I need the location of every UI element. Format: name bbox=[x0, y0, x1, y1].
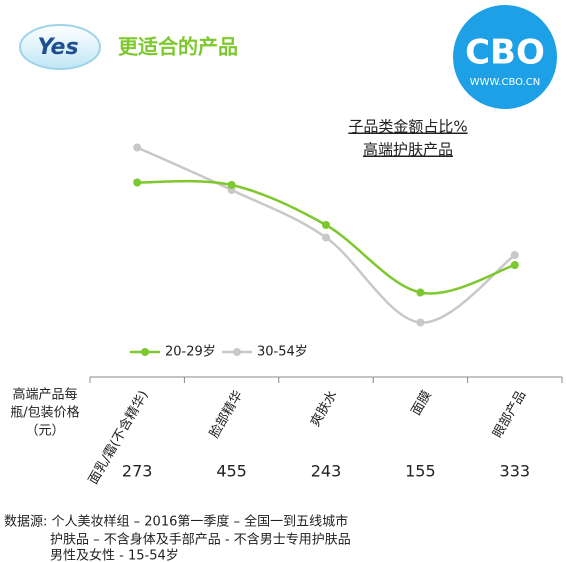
logo: CBO bbox=[465, 33, 545, 73]
footnote: 男性及女性 - 15-54岁 bbox=[50, 548, 179, 562]
legend-label: 20-29岁 bbox=[165, 345, 216, 360]
point bbox=[322, 233, 330, 242]
row-label: 高端产品每 bbox=[12, 387, 77, 403]
price: 455 bbox=[216, 462, 247, 481]
badge-shape bbox=[19, 24, 101, 70]
badge: Yes bbox=[37, 35, 78, 60]
chart-title: 更适合的产品 bbox=[118, 35, 238, 59]
legend-label: 30-54岁 bbox=[257, 345, 308, 360]
x-tick-label: 面膜 bbox=[409, 388, 435, 418]
point bbox=[133, 143, 142, 152]
point bbox=[133, 178, 142, 187]
point bbox=[510, 251, 519, 259]
point bbox=[227, 181, 236, 189]
point bbox=[416, 318, 425, 327]
x-tick-label: 脸部精华 bbox=[207, 388, 246, 441]
price: 155 bbox=[405, 462, 436, 481]
subtitle: 高端护肤产品 bbox=[363, 141, 453, 159]
point bbox=[322, 221, 330, 229]
price: 333 bbox=[500, 462, 531, 481]
point bbox=[416, 288, 425, 297]
price: 243 bbox=[311, 462, 342, 481]
subtitle: 子品类金额占比% bbox=[348, 118, 467, 136]
footnote: 护肤品 – 不含身体及手部产品 - 不含男士专用护肤品 bbox=[50, 532, 351, 548]
point bbox=[510, 261, 519, 269]
price: 273 bbox=[122, 462, 153, 481]
x-tick-label: 爽肤水 bbox=[308, 388, 340, 429]
row-label: （元） bbox=[25, 424, 64, 439]
legend-marker bbox=[233, 348, 241, 356]
logo-circle bbox=[453, 5, 557, 109]
row-label: 瓶/包装价格 bbox=[10, 405, 79, 421]
footnote: 数据源: 个人美妆样组 – 2016第一季度 – 全国一到五线城市 bbox=[4, 514, 348, 530]
x-tick-label: 眼部产品 bbox=[490, 388, 529, 441]
logo-url: WWW.CBO.CN bbox=[470, 77, 540, 88]
legend-marker bbox=[141, 348, 149, 356]
